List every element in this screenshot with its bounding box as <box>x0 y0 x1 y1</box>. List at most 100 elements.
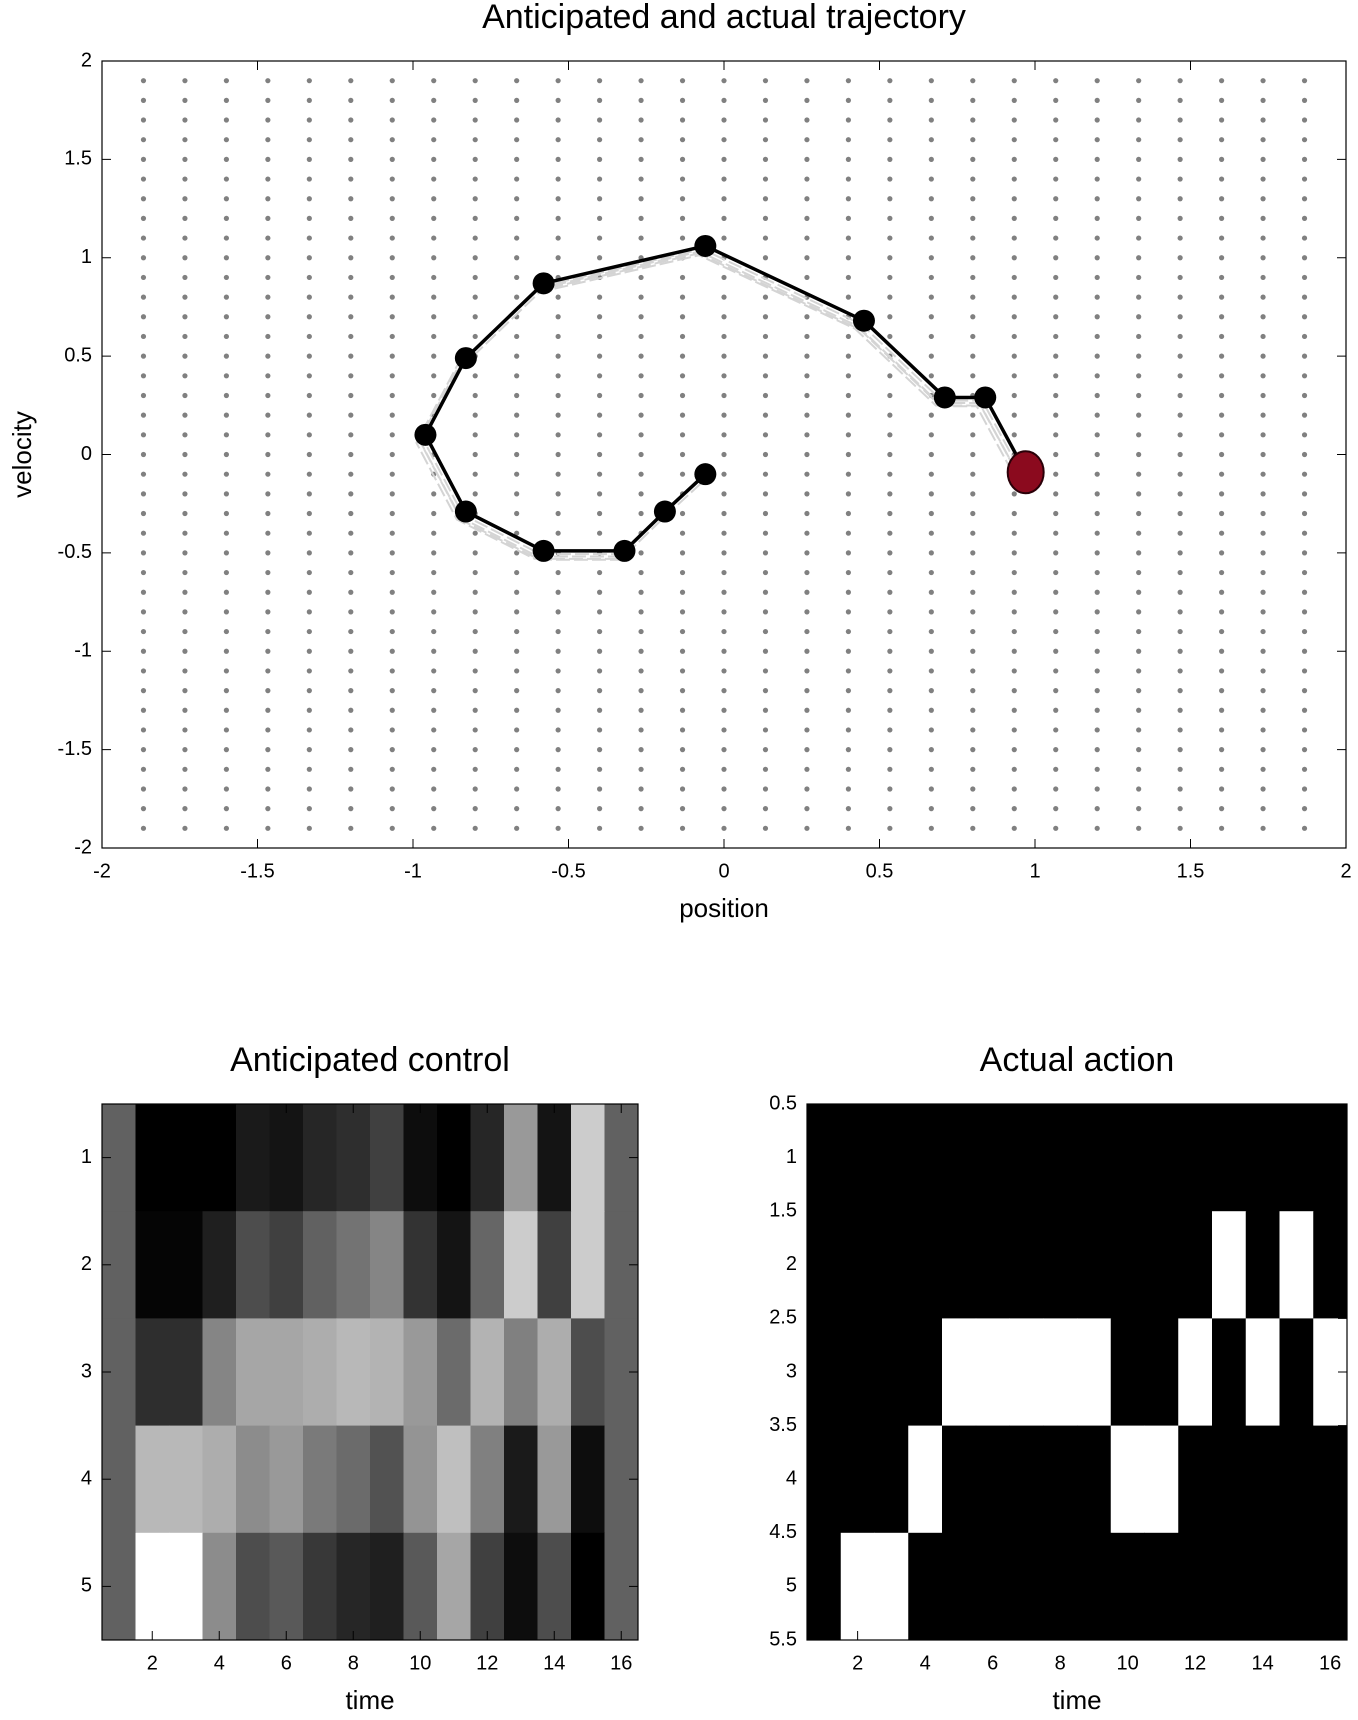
lattice-dot <box>1301 786 1308 792</box>
heatmap-cell <box>908 1104 943 1212</box>
lattice-dot <box>721 766 727 772</box>
lattice-dot <box>970 117 976 123</box>
lattice-dot <box>389 766 395 772</box>
lattice-dot <box>306 471 312 477</box>
heatmap-cell <box>1110 1425 1145 1534</box>
lattice-dot <box>928 294 934 300</box>
lattice-dot <box>514 628 520 635</box>
lattice-dot <box>887 274 893 281</box>
lattice-dot <box>555 766 561 772</box>
lattice-dot <box>928 471 934 477</box>
heatmap-cell <box>1178 1211 1213 1319</box>
lattice-dot <box>182 373 188 379</box>
heatmap-cell <box>1245 1425 1280 1534</box>
lattice-dot <box>804 628 810 635</box>
y-tick-label: -1 <box>74 640 92 662</box>
lattice-dot <box>265 491 271 497</box>
lattice-dot <box>804 235 810 241</box>
lattice-dot <box>472 294 478 300</box>
lattice-dot <box>804 825 810 831</box>
x-tick-label: 4 <box>214 1652 225 1674</box>
lattice-dot <box>265 412 271 418</box>
lattice-dot <box>555 786 561 792</box>
x-tick-label: -0.5 <box>551 860 585 882</box>
lattice-dot <box>1136 806 1142 812</box>
lattice-dot <box>638 78 644 84</box>
lattice-dot <box>431 176 437 182</box>
lattice-dot <box>1094 314 1100 320</box>
lattice-dot <box>1260 727 1266 733</box>
lattice-dot <box>762 747 769 753</box>
lattice-dot <box>348 274 354 281</box>
lattice-dot <box>472 215 478 221</box>
lattice-dot <box>928 156 934 162</box>
heatmap-cell <box>403 1104 438 1212</box>
heatmap-cell <box>1110 1318 1145 1427</box>
lattice-dot <box>845 688 852 694</box>
lattice-dot <box>514 530 520 536</box>
lattice-dot <box>721 727 727 733</box>
lattice-dot <box>223 432 229 438</box>
lattice-dot <box>1219 314 1225 320</box>
lattice-dot <box>306 530 312 536</box>
lattice-dot <box>928 806 934 812</box>
lattice-dot <box>970 432 976 438</box>
lattice-dot <box>472 569 478 576</box>
y-tick-label: 0 <box>81 443 92 465</box>
lattice-dot <box>638 628 644 635</box>
lattice-dot <box>845 668 852 674</box>
current-state <box>1006 450 1045 495</box>
lattice-dot <box>887 78 893 84</box>
lattice-dot <box>555 628 561 635</box>
lattice-dot <box>1219 806 1225 812</box>
lattice-dot <box>887 609 893 615</box>
lattice-dot <box>597 727 603 733</box>
lattice-dot <box>1260 766 1266 772</box>
heatmap-cell <box>303 1211 337 1319</box>
lattice-dot <box>306 294 312 300</box>
lattice-dot <box>1136 727 1142 733</box>
lattice-dot <box>928 491 934 497</box>
lattice-dot <box>1094 215 1100 221</box>
lattice-dot <box>265 235 271 241</box>
lattice-dot <box>1301 727 1308 733</box>
lattice-dot <box>762 373 769 379</box>
lattice-dot <box>1177 589 1183 595</box>
lattice-dot <box>140 589 147 595</box>
lattice-dot <box>1177 491 1183 497</box>
lattice-dot <box>970 215 976 221</box>
x-tick-label: 6 <box>281 1652 292 1674</box>
lattice-dot <box>389 333 395 340</box>
lattice-dot <box>928 825 934 831</box>
lattice-dot <box>514 176 520 182</box>
lattice-dot <box>1260 648 1266 654</box>
lattice-dot <box>928 766 934 772</box>
lattice-dot <box>762 156 769 162</box>
lattice-dot <box>223 569 229 576</box>
lattice-dot <box>1301 412 1308 418</box>
lattice-dot <box>1219 688 1225 694</box>
lattice-dot <box>762 392 769 399</box>
lattice-dot <box>638 235 644 241</box>
heatmap-cell <box>1178 1104 1213 1212</box>
lattice-dot <box>514 373 520 379</box>
lattice-dot <box>1260 451 1266 458</box>
heatmap-cell <box>975 1318 1010 1427</box>
lattice-dot <box>1136 176 1142 182</box>
lattice-dot <box>348 786 354 792</box>
lattice-dot <box>928 176 934 182</box>
lattice-dot <box>928 550 934 556</box>
lattice-dot <box>887 530 893 536</box>
lattice-dot <box>1136 156 1142 162</box>
lattice-dot <box>348 392 354 399</box>
lattice-dot <box>306 550 312 556</box>
lattice-dot <box>182 766 188 772</box>
lattice-dot <box>845 550 852 556</box>
trajectory-point <box>694 463 717 486</box>
lattice-dot <box>1011 215 1017 221</box>
lattice-dot <box>1011 294 1017 300</box>
lattice-dot <box>970 274 976 281</box>
lattice-dot <box>265 333 271 340</box>
heatmap-cell <box>840 1425 875 1534</box>
lattice-dot <box>306 215 312 221</box>
